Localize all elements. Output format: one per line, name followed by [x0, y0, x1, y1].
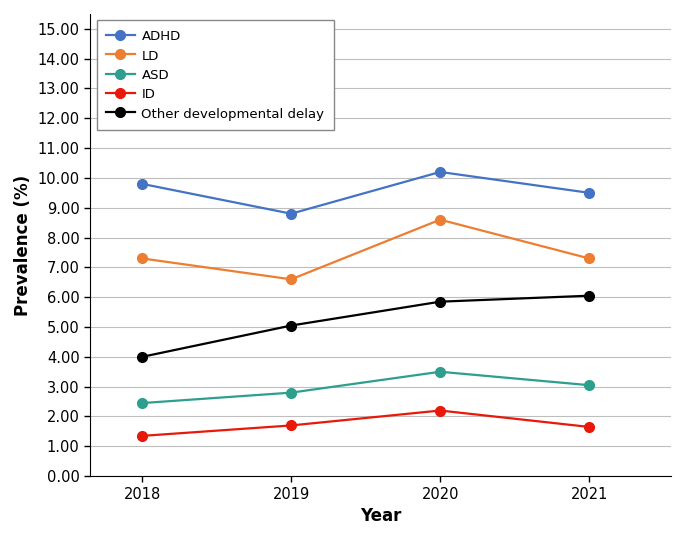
- ID: [138, 433, 147, 439]
- Line: ASD: ASD: [137, 367, 594, 408]
- Other developmental delay: [436, 299, 445, 305]
- Line: LD: LD: [137, 215, 594, 284]
- LD: [585, 255, 593, 261]
- Legend: ADHD, LD, ASD, ID, Other developmental delay: ADHD, LD, ASD, ID, Other developmental d…: [97, 20, 334, 130]
- ID: [436, 407, 445, 414]
- ASD: [138, 400, 147, 406]
- Other developmental delay: [585, 293, 593, 299]
- Other developmental delay: [138, 354, 147, 360]
- ASD: [585, 382, 593, 389]
- Line: ADHD: ADHD: [137, 167, 594, 218]
- Y-axis label: Prevalence (%): Prevalence (%): [14, 175, 32, 315]
- ID: [287, 422, 295, 429]
- ID: [585, 424, 593, 430]
- Line: ID: ID: [137, 406, 594, 441]
- Other developmental delay: [287, 322, 295, 329]
- LD: [287, 276, 295, 282]
- LD: [436, 217, 445, 223]
- ADHD: [436, 169, 445, 175]
- Line: Other developmental delay: Other developmental delay: [137, 291, 594, 362]
- ASD: [436, 369, 445, 375]
- LD: [138, 255, 147, 261]
- ADHD: [287, 210, 295, 217]
- X-axis label: Year: Year: [360, 507, 401, 525]
- ADHD: [138, 181, 147, 187]
- ASD: [287, 389, 295, 396]
- ADHD: [585, 190, 593, 196]
